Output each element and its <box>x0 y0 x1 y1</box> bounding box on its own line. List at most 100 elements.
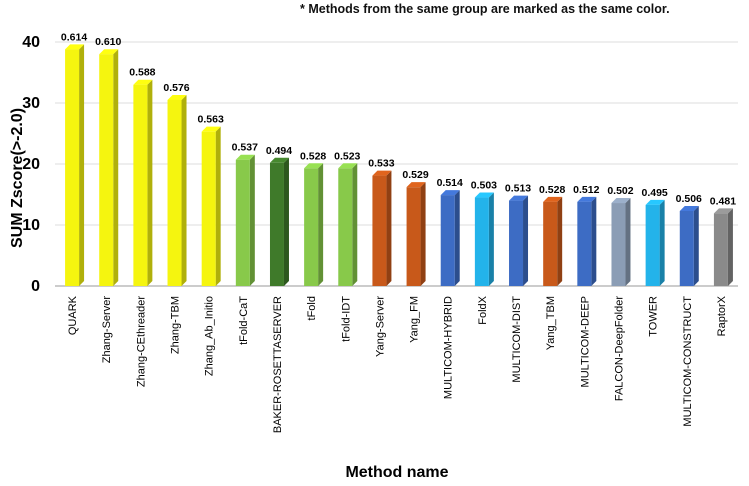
bar <box>235 154 255 286</box>
bar-top <box>372 170 392 176</box>
bar-top <box>269 157 289 163</box>
bar-top <box>440 190 460 196</box>
bar-front <box>269 162 284 286</box>
x-tick-label: tFold-IDT <box>340 296 352 342</box>
bar <box>304 163 324 286</box>
bar-front <box>406 187 421 286</box>
data-label: 0.588 <box>129 67 155 79</box>
x-tick-label: QUARK <box>67 295 79 335</box>
bar-side <box>318 163 324 286</box>
x-tick-label: Zhang-TBM <box>170 296 182 354</box>
bar-side <box>352 163 358 286</box>
bar-side <box>283 157 289 286</box>
bar-side <box>659 199 665 286</box>
bar-front <box>372 175 387 286</box>
x-tick-label: Zhang_Ab_Initio <box>204 296 216 376</box>
gridlines <box>55 41 738 287</box>
bar-front <box>133 84 148 286</box>
bar <box>577 196 597 286</box>
bar-top <box>201 126 221 132</box>
x-tick-label: MULTICOM-HYBRID <box>443 296 455 399</box>
bar-top <box>65 44 85 50</box>
bar-front <box>474 197 489 286</box>
data-label: 0.512 <box>573 184 599 196</box>
data-label: 0.502 <box>607 185 633 197</box>
y-tick-label: 30 <box>22 95 40 112</box>
bar-side <box>420 182 426 286</box>
y-axis-label: SUM Zscore(>-2.0) <box>9 108 26 248</box>
x-tick-label: Yang-Server <box>374 296 386 357</box>
x-tick-label: FoldX <box>477 295 489 324</box>
bar <box>269 157 289 286</box>
bar-side <box>625 198 631 286</box>
y-tick-label: 20 <box>22 156 40 173</box>
bar <box>201 126 221 286</box>
bar-side <box>147 79 153 286</box>
bar-front <box>509 200 524 286</box>
y-tick-label: 40 <box>22 34 40 51</box>
bar-side <box>523 195 529 286</box>
data-label: 0.513 <box>505 183 531 195</box>
data-label: 0.495 <box>641 187 667 199</box>
data-label: 0.533 <box>368 158 394 170</box>
x-tick-label: FALCON-DeepFolder <box>613 296 625 401</box>
bar-side <box>591 196 597 286</box>
bar <box>338 163 358 286</box>
bar-top <box>509 195 529 201</box>
data-label: 0.610 <box>95 36 121 48</box>
bar <box>372 170 392 286</box>
bar <box>611 198 631 286</box>
y-tick-label: 0 <box>31 278 40 295</box>
bar-top <box>338 163 358 169</box>
data-label: 0.523 <box>334 150 360 162</box>
bar-side <box>113 49 119 287</box>
bar-top <box>713 208 733 214</box>
data-label: 0.514 <box>437 177 463 189</box>
x-tick-label: Zhang-Server <box>101 296 113 364</box>
bar-top <box>167 94 187 100</box>
data-label: 0.528 <box>300 150 326 162</box>
bar <box>99 49 119 287</box>
data-label: 0.506 <box>676 193 702 205</box>
bar-top <box>474 192 494 198</box>
bar <box>679 205 699 286</box>
data-label: 0.529 <box>402 169 428 181</box>
x-tick-label: Yang_TBM <box>545 296 557 350</box>
bar-top <box>645 199 665 205</box>
bar <box>713 208 733 286</box>
data-label: 0.481 <box>710 195 736 207</box>
bar-side <box>249 154 255 286</box>
x-tick-label: MULTICOM-DEEP <box>579 296 591 387</box>
bar-side <box>693 205 699 286</box>
data-label: 0.563 <box>198 114 224 126</box>
data-label: 0.528 <box>539 184 565 196</box>
bar-front <box>167 99 182 286</box>
data-label: 0.614 <box>61 31 87 43</box>
bar-side <box>181 94 187 286</box>
bar-front <box>99 54 114 287</box>
x-axis-label: Method name <box>345 464 448 481</box>
bar-top <box>99 49 119 55</box>
x-tick-label: MULTICOM-DIST <box>511 296 523 383</box>
x-tick-label: TOWER <box>648 296 660 337</box>
bar <box>509 195 529 286</box>
data-labels: 0.614 0.610 0.588 0.576 0.563 0.537 0.494 0.528… <box>61 31 736 207</box>
bar <box>167 94 187 286</box>
bar <box>440 190 460 286</box>
bars <box>65 44 733 287</box>
bar-side <box>727 208 733 286</box>
bar-top <box>577 196 597 202</box>
data-label: 0.503 <box>471 180 497 192</box>
bar-front <box>304 168 319 286</box>
bar <box>406 182 426 286</box>
x-tick-label: tFold-CaT <box>238 296 250 345</box>
x-tick-label: MULTICOM-CONSTRUCT <box>682 296 694 427</box>
bar-top <box>235 154 255 160</box>
bar-front <box>611 203 626 286</box>
bar-front <box>65 49 80 286</box>
data-label: 0.576 <box>163 82 189 94</box>
x-tick-label: BAKER-ROSETTASERVER <box>272 296 284 433</box>
bar-side <box>557 196 563 286</box>
chart-note: * Methods from the same group are marked… <box>300 2 670 16</box>
